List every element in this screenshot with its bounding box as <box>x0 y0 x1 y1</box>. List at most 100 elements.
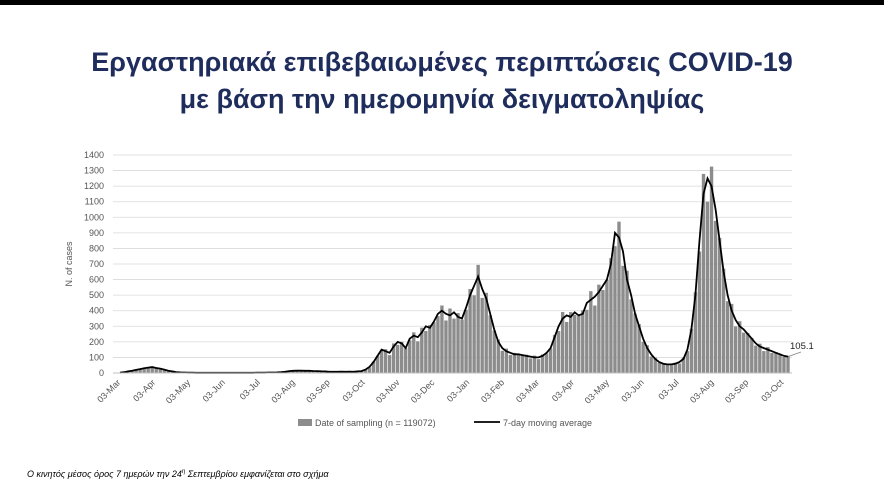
bar <box>520 355 525 373</box>
bar <box>383 349 388 373</box>
bar <box>617 221 621 373</box>
bar <box>367 367 372 373</box>
bar <box>371 361 376 373</box>
bar <box>532 355 537 373</box>
footnote: Ο κινητός μέσος όρος 7 ημερών την 24η Σε… <box>27 469 329 479</box>
bar <box>786 355 790 373</box>
bar <box>420 327 424 373</box>
title-line-1: Εργαστηριακά επιβεβαιωμένες περιπτώσεις … <box>91 47 793 77</box>
y-tick-label: 300 <box>89 321 104 331</box>
bar <box>733 326 738 373</box>
bar <box>138 368 142 373</box>
x-tick-label: 03-Mar <box>514 377 541 404</box>
bar <box>721 268 726 373</box>
bar <box>480 297 484 373</box>
bar <box>701 173 706 373</box>
bar <box>556 331 561 373</box>
bar <box>295 370 299 373</box>
bar <box>685 351 690 373</box>
bar <box>585 309 589 373</box>
y-tick-label: 200 <box>89 337 104 347</box>
x-tick-label: 03-Oct <box>759 377 786 404</box>
top-border <box>0 0 884 5</box>
bar <box>774 352 778 373</box>
x-tick-label: 03-Jul <box>238 377 262 401</box>
x-tick-label: 03-Feb <box>479 377 506 404</box>
y-tick-label: 600 <box>89 275 104 285</box>
x-tick-label: 03-Jul <box>656 377 680 401</box>
bar <box>589 291 593 373</box>
bar <box>432 322 436 373</box>
bar <box>641 341 645 373</box>
bar <box>657 362 661 373</box>
x-tick-label: 03-Aug <box>269 377 297 405</box>
bar <box>649 356 653 373</box>
bar <box>778 353 782 373</box>
bar <box>315 371 319 373</box>
bar <box>387 355 392 373</box>
bar <box>488 315 492 373</box>
bar <box>440 305 444 373</box>
bar <box>573 314 577 373</box>
bar <box>673 362 678 373</box>
bar <box>544 353 549 373</box>
bar <box>424 330 428 373</box>
bar <box>524 354 529 373</box>
y-tick-label: 100 <box>89 352 104 362</box>
bar <box>681 357 686 373</box>
bar <box>713 220 718 373</box>
y-tick-label: 700 <box>89 259 104 269</box>
bar <box>609 258 613 373</box>
bar <box>484 292 488 373</box>
bar <box>677 363 682 373</box>
bar <box>391 343 396 373</box>
bar <box>770 352 774 373</box>
bar <box>456 313 460 373</box>
x-tick-label: 03-Apr <box>131 377 157 403</box>
bar <box>379 350 384 373</box>
x-tick-label: 03-Jun <box>619 377 646 404</box>
x-tick-label: 03-Mar <box>95 377 122 404</box>
bar <box>689 328 694 373</box>
bar <box>299 370 303 373</box>
y-tick-label: 500 <box>89 290 104 300</box>
bar <box>665 364 669 373</box>
bar <box>460 319 464 373</box>
bar <box>536 359 541 373</box>
bar <box>601 290 605 373</box>
bar <box>162 369 166 373</box>
bar <box>416 341 420 373</box>
bar <box>146 367 150 373</box>
bar <box>512 352 517 373</box>
bar <box>303 371 307 373</box>
y-tick-label: 1200 <box>84 181 104 191</box>
title-line-2: με βάση την ημερομηνία δειγματοληψίας <box>179 84 705 114</box>
bar <box>552 334 557 373</box>
x-tick-label: 03-Oct <box>341 377 368 404</box>
bar <box>746 333 750 373</box>
bar <box>754 345 758 373</box>
bar <box>448 308 452 373</box>
bar <box>142 368 146 373</box>
bar <box>359 371 364 373</box>
bar <box>468 288 472 373</box>
bar <box>540 354 545 373</box>
bar <box>436 316 440 373</box>
x-tick-label: 03-Jan <box>445 377 472 404</box>
bar <box>625 270 629 373</box>
bar <box>154 368 158 373</box>
bar <box>130 370 134 373</box>
bar <box>738 321 742 373</box>
bar <box>613 246 617 373</box>
bar <box>653 357 657 373</box>
bar <box>577 315 581 373</box>
bar <box>404 348 408 373</box>
legend-line-label: 7-day moving average <box>503 418 592 428</box>
bar <box>637 324 641 373</box>
x-tick-label: 03-May <box>583 377 612 406</box>
bar <box>428 324 432 373</box>
bar <box>500 350 504 373</box>
bar <box>697 251 702 373</box>
bar <box>412 332 416 373</box>
legend-bar-swatch <box>298 419 312 426</box>
